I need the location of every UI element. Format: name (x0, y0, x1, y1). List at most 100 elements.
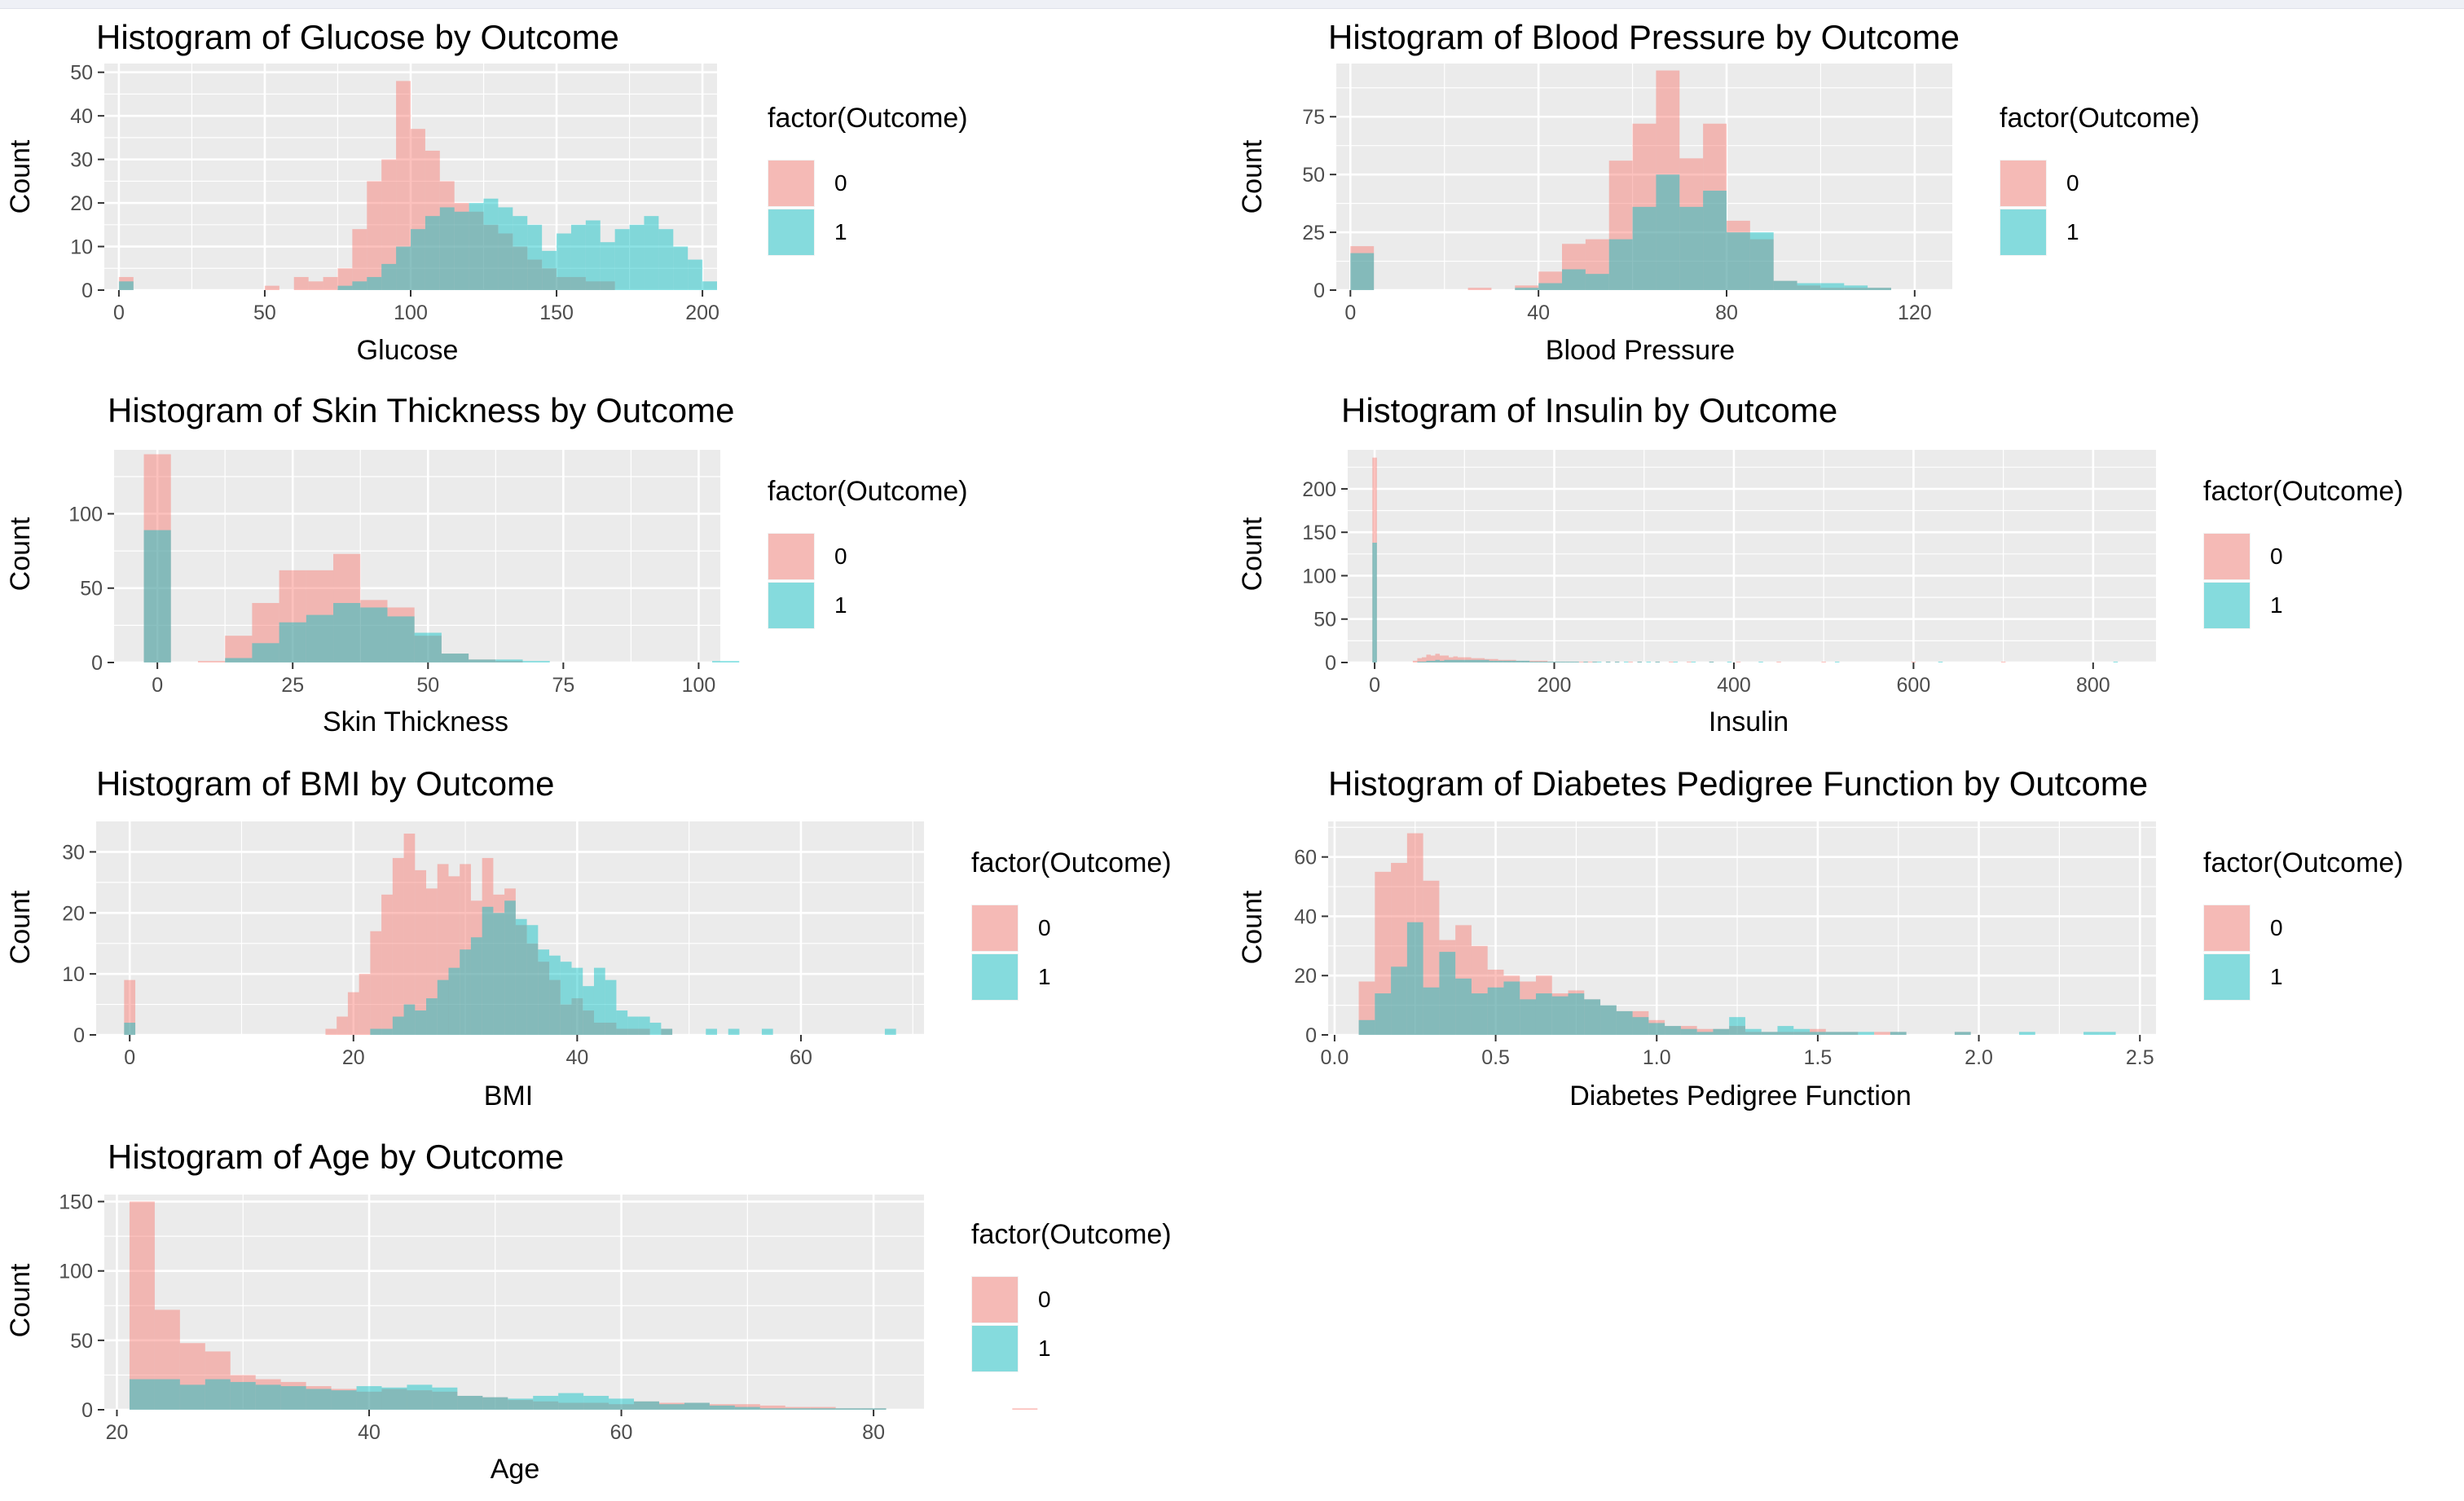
histogram-bar (1533, 660, 1539, 662)
histogram-bar (441, 654, 469, 662)
histogram-bar (2099, 1032, 2116, 1035)
x-tick-label: 40 (358, 1421, 381, 1444)
histogram-bar (280, 1381, 306, 1410)
histogram-bar (515, 925, 527, 1035)
histogram-bar (482, 906, 494, 1035)
histogram-bar (448, 967, 460, 1035)
x-tick-label: 0 (152, 674, 163, 697)
histogram-bar (439, 181, 455, 290)
histogram-bar (585, 220, 601, 290)
y-tick-label: 50 (70, 62, 93, 85)
x-tick-label: 100 (682, 674, 716, 697)
histogram-bar (1485, 658, 1489, 662)
histogram-bar (712, 661, 740, 662)
histogram-bar (513, 216, 528, 290)
histogram-bar (337, 285, 353, 290)
x-tick-label: 0 (1344, 302, 1356, 324)
y-tick-label: 100 (68, 503, 103, 526)
histogram-bar (583, 1402, 609, 1410)
histogram-bar (1467, 659, 1472, 662)
legend-key (2204, 534, 2250, 579)
y-tick-label: 50 (80, 578, 103, 601)
legend-key-bg (2203, 582, 2251, 629)
histogram-bar (522, 661, 550, 662)
histogram-bar (411, 129, 425, 290)
histogram-bar (1444, 659, 1449, 662)
legend-key-bg (768, 160, 815, 207)
histogram-bar (1439, 655, 1445, 662)
histogram-bar (1476, 658, 1481, 662)
histogram-bar (124, 1023, 136, 1035)
histogram-bar (367, 276, 382, 290)
legend-title: factor(Outcome) (2000, 103, 2200, 134)
histogram-bar (347, 992, 359, 1035)
y-tick-label: 40 (70, 105, 93, 128)
histogram-bar (1471, 659, 1476, 662)
histogram-bar (1954, 1032, 1971, 1035)
histogram-bar (308, 281, 323, 290)
histogram-bar (1449, 657, 1454, 662)
histogram-bar (1421, 657, 1427, 662)
histogram-bar (483, 198, 499, 290)
histogram-bar (1665, 1026, 1681, 1035)
histogram-bar (1511, 660, 1516, 662)
histogram-bar (1679, 158, 1704, 290)
histogram-bar (1608, 161, 1633, 290)
histogram-bar (661, 1028, 673, 1035)
legend-label: 1 (2066, 219, 2079, 244)
histogram-bar (1535, 993, 1552, 1035)
y-tick-label: 0 (91, 652, 103, 675)
histogram-bar (460, 864, 471, 1035)
histogram-bar (1426, 660, 1431, 662)
histogram-bar (1665, 1026, 1681, 1035)
legend-key (2000, 209, 2046, 255)
legend-key (2204, 583, 2250, 628)
legend-label: 0 (2270, 544, 2283, 569)
histogram-bar (634, 1401, 659, 1410)
histogram-bar (1503, 660, 1507, 662)
histogram-bar (1616, 1010, 1633, 1035)
histogram-bar (425, 150, 440, 290)
chart-title: Histogram of Blood Pressure by Outcome (1328, 18, 1960, 56)
histogram-bar (593, 967, 605, 1035)
x-tick-label: 200 (1538, 674, 1572, 697)
histogram-bar (179, 1384, 205, 1410)
legend-key-bg (2000, 160, 2047, 207)
legend-key (768, 161, 814, 206)
histogram-bar (1453, 659, 1459, 662)
histogram-bar (1520, 981, 1536, 1035)
histogram-bar (1874, 1032, 1890, 1035)
histogram-bar (1516, 660, 1521, 662)
histogram-bar (1632, 1010, 1649, 1035)
histogram-bar (1435, 659, 1440, 662)
legend-key-bg (2000, 209, 2047, 256)
histogram-bar (684, 1402, 710, 1410)
histogram-bar (1515, 288, 1539, 290)
histogram-bar (482, 1397, 508, 1410)
histogram-bar (1632, 1017, 1649, 1035)
legend-key (2204, 954, 2250, 1000)
y-tick-label: 150 (1302, 522, 1336, 544)
histogram-bar (225, 636, 253, 662)
histogram-bar (1458, 659, 1463, 662)
y-tick-label: 150 (59, 1191, 93, 1214)
y-axis-label: Count (5, 1263, 36, 1337)
histogram-bar (1476, 659, 1481, 662)
x-tick-label: 75 (552, 674, 574, 697)
legend-label: 1 (834, 219, 847, 244)
histogram-bar (414, 636, 442, 662)
plot-panel (1336, 64, 1952, 290)
y-axis-label: Count (1237, 139, 1268, 213)
y-tick-label: 0 (81, 1399, 93, 1422)
x-tick-label: 100 (394, 302, 428, 324)
histogram-bar (1584, 999, 1601, 1035)
histogram-bar (1485, 659, 1489, 662)
histogram-bar (560, 1004, 572, 1035)
histogram-bar (1745, 1032, 1762, 1035)
histogram-bar (1585, 274, 1609, 290)
chart-title: Histogram of Skin Thickness by Outcome (108, 391, 735, 429)
x-tick-label: 200 (685, 302, 719, 324)
histogram-bar (381, 1389, 407, 1410)
histogram-bar (1503, 975, 1520, 1035)
legend-key-bg (768, 582, 815, 629)
